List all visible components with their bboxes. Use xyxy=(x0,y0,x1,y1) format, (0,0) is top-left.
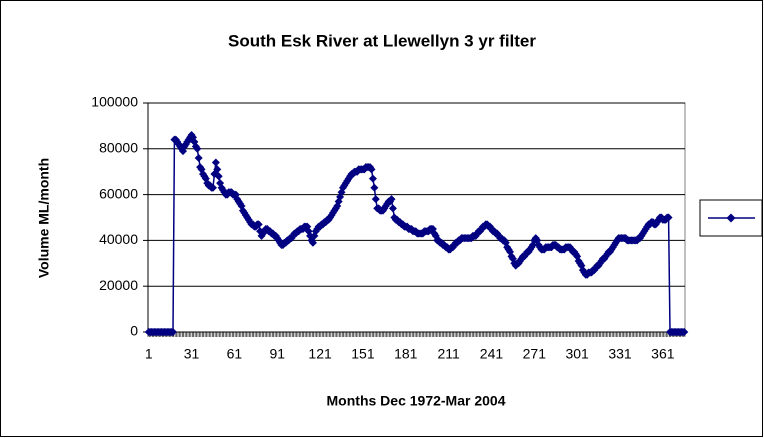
chart-title: South Esk River at Llewellyn 3 yr filter xyxy=(228,31,536,50)
data-point xyxy=(367,165,376,174)
data-point xyxy=(213,165,222,174)
plot-area xyxy=(147,102,686,333)
data-point xyxy=(193,144,202,153)
legend-marker xyxy=(726,213,736,223)
y-tick-label: 100000 xyxy=(91,94,138,110)
x-tick-label: 271 xyxy=(523,346,547,362)
data-point xyxy=(371,195,380,204)
x-axis-label: Months Dec 1972-Mar 2004 xyxy=(327,393,506,409)
x-tick-label: 301 xyxy=(565,346,589,362)
data-point xyxy=(254,220,263,229)
data-point xyxy=(208,183,217,192)
data-point xyxy=(308,238,317,247)
x-tick-label: 91 xyxy=(269,346,285,362)
data-point xyxy=(506,247,515,256)
y-tick-label: 0 xyxy=(130,323,138,339)
y-tick-label: 60000 xyxy=(99,185,138,201)
data-point xyxy=(388,204,397,213)
x-tick-label: 61 xyxy=(227,346,243,362)
data-point xyxy=(664,213,673,222)
x-tick-label: 181 xyxy=(394,346,418,362)
x-tick-label: 331 xyxy=(608,346,632,362)
y-tick-label: 80000 xyxy=(99,140,138,156)
x-tick-label: 31 xyxy=(184,346,200,362)
y-tick-label: 40000 xyxy=(99,231,138,247)
data-point xyxy=(168,328,177,336)
data-point xyxy=(368,174,377,183)
x-tick-label: 1 xyxy=(145,346,153,362)
y-axis-label: Volume ML/month xyxy=(36,158,52,278)
x-tick-label: 241 xyxy=(480,346,504,362)
data-point xyxy=(194,153,203,162)
y-tick-label: 20000 xyxy=(99,277,138,293)
x-tick-label: 211 xyxy=(437,346,460,362)
data-point xyxy=(680,328,689,336)
data-point xyxy=(211,158,220,167)
x-tick-label: 151 xyxy=(351,346,375,362)
data-point xyxy=(370,183,379,192)
data-point xyxy=(387,195,396,204)
data-point xyxy=(214,172,223,181)
x-tick-label: 361 xyxy=(651,346,675,362)
x-tick-label: 121 xyxy=(308,346,332,362)
